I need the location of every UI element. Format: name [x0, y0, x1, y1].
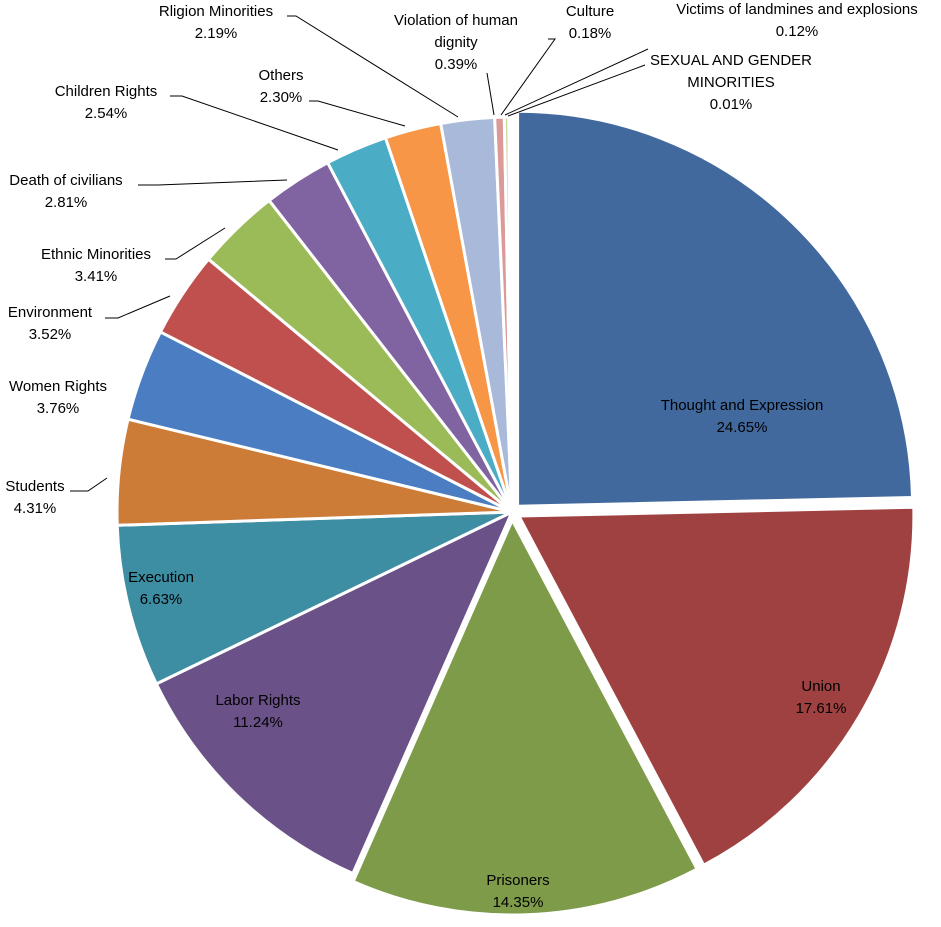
pie-slice-1	[517, 505, 916, 867]
pie-slice-2	[351, 518, 699, 917]
data-label-13: Violation of human dignity 0.39%	[394, 12, 518, 73]
leader-line-13	[486, 72, 495, 116]
leader-line-7	[105, 295, 171, 319]
leader-line-14	[500, 38, 556, 116]
data-label-6: Women Rights 3.76%	[9, 378, 107, 417]
data-label-3: Labor Rights 11.24%	[215, 692, 300, 731]
data-label-2: Prisoners 14.35%	[486, 872, 549, 911]
pie-slice-0	[516, 109, 914, 508]
leader-line-5	[70, 477, 108, 492]
leader-line-16	[507, 64, 646, 117]
data-label-12: Rligion Minorities 2.19%	[159, 3, 273, 42]
data-label-5: Students 4.31%	[5, 478, 64, 517]
data-label-15: Victims of landmines and explosions 0.12%	[676, 1, 918, 40]
leader-line-15	[504, 48, 649, 116]
leader-line-10	[170, 95, 339, 151]
pie-slice-4	[115, 510, 514, 686]
data-label-11: Others 2.30%	[258, 67, 303, 106]
data-label-1: Union 17.61%	[796, 678, 847, 717]
leader-line-9	[138, 179, 288, 186]
leader-line-11	[309, 100, 406, 127]
data-label-0: Thought and Expression 24.65%	[661, 397, 824, 436]
data-label-9: Death of civilians 2.81%	[9, 172, 122, 211]
data-label-14: Culture 0.18%	[566, 3, 614, 42]
leader-line-8	[165, 227, 226, 260]
data-label-10: Children Rights 2.54%	[55, 83, 158, 122]
data-label-16: SEXUAL AND GENDER MINORITIES 0.01%	[650, 52, 812, 113]
data-label-4: Execution 6.63%	[128, 569, 194, 608]
data-label-8: Ethnic Minorities 3.41%	[41, 246, 151, 285]
data-label-7: Environment 3.52%	[8, 304, 93, 343]
leader-line-12	[287, 15, 459, 118]
pie-slice-3	[154, 510, 514, 876]
